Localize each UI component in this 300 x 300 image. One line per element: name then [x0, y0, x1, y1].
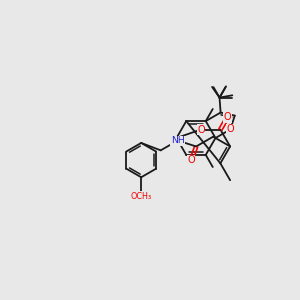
- Text: O: O: [224, 112, 231, 122]
- Text: O: O: [197, 124, 205, 135]
- Text: OCH₃: OCH₃: [130, 192, 152, 201]
- Text: O: O: [188, 155, 195, 165]
- Text: O: O: [226, 124, 234, 134]
- Text: NH: NH: [171, 136, 184, 145]
